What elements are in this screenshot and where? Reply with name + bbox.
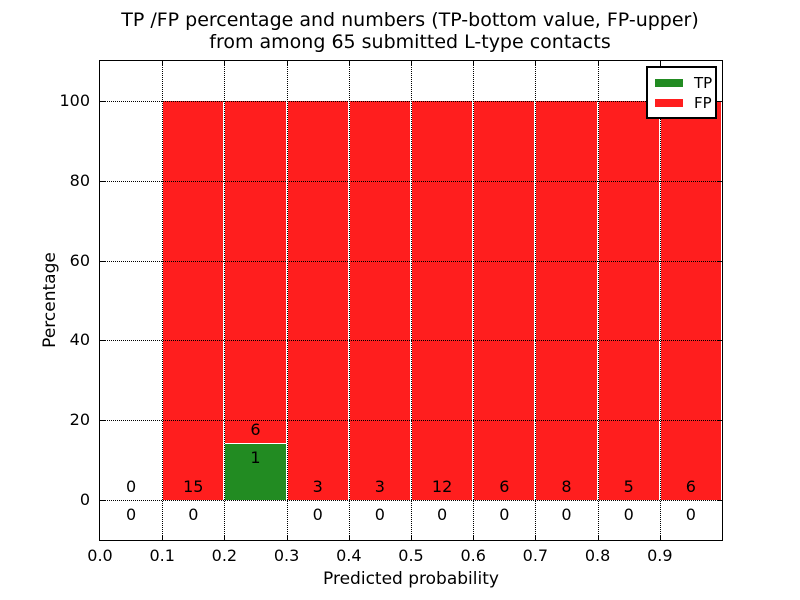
x-tick-bottom: [224, 535, 226, 540]
tp-count-label: 0: [188, 504, 199, 524]
tp-count-label: 0: [312, 504, 323, 524]
tp-count-label: 0: [437, 504, 448, 524]
bar-segment-fp: [163, 100, 224, 501]
y-tick-right: [717, 260, 722, 262]
fp-count-label: 3: [312, 476, 323, 496]
x-tick-label: 0.0: [87, 546, 113, 565]
y-tick-label: 0: [79, 490, 90, 510]
y-tick-left: [100, 500, 105, 502]
bar-segment-fp: [412, 100, 473, 501]
fp-count-label: 6: [499, 476, 510, 496]
x-tick-bottom: [286, 535, 288, 540]
x-tick-top: [473, 61, 475, 66]
x-tick-label: 0.7: [522, 546, 549, 565]
y-tick-left: [100, 180, 105, 182]
x-tick-label: 0.4: [336, 546, 362, 565]
y-tick-left: [100, 260, 105, 262]
x-tick-bottom: [535, 535, 537, 540]
x-tick-bottom: [411, 535, 412, 540]
bar-segment-fp: [349, 100, 410, 501]
fp-count-label: 12: [431, 476, 453, 496]
bar-segment-fp: [598, 100, 659, 501]
tp-count-label: 1: [250, 447, 261, 467]
x-gridline: [597, 61, 599, 540]
bar-segment-fp: [225, 100, 286, 444]
x-tick-label: 0.8: [584, 546, 611, 565]
y-tick-label: 60: [69, 250, 90, 270]
x-tick-label: 0.9: [647, 546, 673, 565]
tp-count-label: 0: [499, 504, 510, 524]
bar-segment-fp: [536, 100, 597, 501]
x-gridline: [473, 61, 475, 540]
x-axis-label: Predicted probability: [323, 569, 499, 589]
legend-item-fp: FP: [648, 93, 715, 113]
x-gridline: [659, 61, 661, 540]
legend: TP FP: [646, 66, 717, 119]
chart-title: TP /FP percentage and numbers (TP-bottom…: [99, 9, 721, 53]
tp-count-label: 0: [126, 504, 137, 524]
x-gridline: [286, 61, 288, 540]
x-tick-top: [348, 61, 350, 66]
chart-title-line1: TP /FP percentage and numbers (TP-bottom…: [121, 9, 699, 31]
y-tick-right: [717, 420, 722, 422]
x-tick-bottom: [162, 535, 164, 540]
x-tick-label: 0.3: [273, 546, 300, 565]
bar-segment-tp: [225, 443, 286, 501]
fp-count-label: 15: [183, 476, 204, 496]
fp-count-label: 5: [623, 476, 634, 496]
tp-count-label: 0: [623, 504, 634, 524]
x-tick-top: [535, 61, 537, 66]
fp-count-label: 6: [685, 476, 696, 496]
x-tick-bottom: [597, 535, 599, 540]
tp-count-label: 0: [685, 504, 696, 524]
legend-label-tp: TP: [694, 74, 713, 92]
x-tick-label: 0.1: [149, 546, 175, 565]
y-tick-right: [717, 500, 722, 502]
x-tick-top: [411, 61, 412, 66]
x-gridline: [348, 61, 350, 540]
tp-count-label: 0: [561, 504, 572, 524]
y-tick-left: [100, 100, 105, 102]
chart-title-line2: from among 65 submitted L-type contacts: [209, 31, 611, 53]
y-tick-right: [717, 340, 722, 342]
x-tick-top: [597, 61, 599, 66]
legend-swatch-tp: [655, 79, 683, 87]
x-tick-top: [162, 61, 164, 66]
bar-segment-fp: [660, 100, 721, 501]
x-gridline: [411, 61, 412, 540]
x-tick-bottom: [348, 535, 350, 540]
y-tick-label: 40: [69, 330, 90, 350]
x-tick-label: 0.2: [211, 546, 238, 565]
legend-swatch-fp: [655, 99, 683, 107]
fp-count-label: 6: [250, 419, 261, 439]
legend-item-tp: TP: [648, 73, 715, 93]
x-gridline: [162, 61, 164, 540]
x-tick-label: 0.5: [398, 546, 424, 565]
legend-label-fp: FP: [694, 94, 712, 112]
y-tick-label: 100: [59, 90, 90, 110]
x-gridline: [224, 61, 226, 540]
bar-segment-fp: [287, 100, 348, 501]
y-tick-left: [100, 420, 105, 422]
x-tick-bottom: [473, 535, 475, 540]
fp-count-label: 3: [374, 476, 385, 496]
x-tick-label: 0.6: [460, 546, 486, 565]
y-tick-right: [717, 180, 722, 182]
x-tick-top: [659, 61, 661, 66]
y-tick-right: [717, 100, 722, 102]
tp-count-label: 0: [374, 504, 385, 524]
y-tick-label: 80: [69, 170, 90, 190]
y-tick-left: [100, 340, 105, 342]
fp-count-label: 8: [561, 476, 572, 496]
fp-count-label: 0: [126, 476, 137, 496]
plot-area: Percentage Predicted probability TP FP 0…: [40, 60, 723, 589]
x-tick-top: [286, 61, 288, 66]
y-tick-label: 20: [69, 410, 90, 430]
x-gridline: [535, 61, 537, 540]
bar-segment-fp: [474, 100, 535, 501]
x-tick-top: [224, 61, 226, 66]
x-tick-bottom: [659, 535, 661, 540]
